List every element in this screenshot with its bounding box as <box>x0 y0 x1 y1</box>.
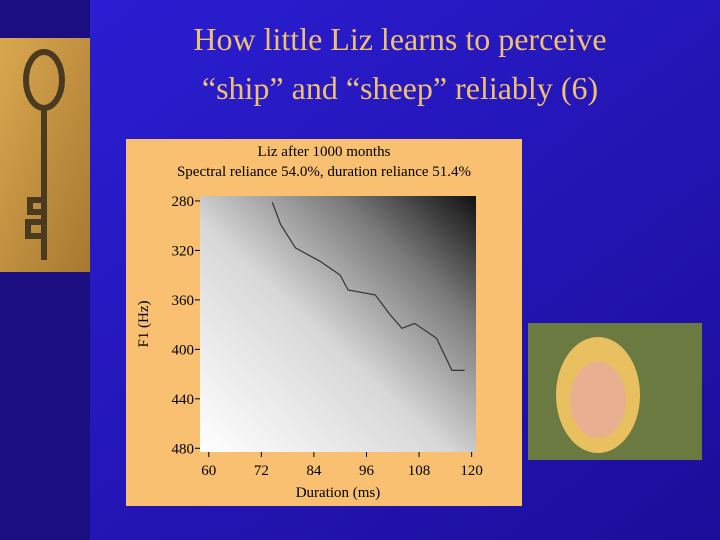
plot: 280 320 360 400 440 480 60 72 84 96 108 120 <box>172 194 483 479</box>
x-tick-label: 72 <box>254 463 269 479</box>
key-icon <box>23 49 65 260</box>
x-tick-label: 96 <box>359 463 375 479</box>
y-tick-label: 320 <box>172 243 195 259</box>
y-tick-label: 400 <box>172 342 195 358</box>
x-tick-label: 84 <box>306 463 322 479</box>
chart-title: Liz after 1000 months <box>258 144 391 160</box>
y-axis-label: F1 (Hz) <box>136 300 152 347</box>
boundary-line <box>271 201 465 371</box>
chart-subtitle: Spectral reliance 54.0%, duration relian… <box>177 164 471 180</box>
slide-title: “ship” and “sheep” reliably (6) <box>202 70 598 106</box>
y-tick-label: 280 <box>172 194 195 210</box>
heatmap-area <box>200 196 476 452</box>
photo-face <box>570 362 626 438</box>
x-tick-label: 108 <box>408 463 431 479</box>
slide-title: How little Liz learns to perceive <box>193 21 606 57</box>
x-tick-label: 120 <box>460 463 483 479</box>
x-tick-label: 60 <box>201 463 216 479</box>
x-axis-label: Duration (ms) <box>296 485 381 501</box>
y-tick-label: 360 <box>172 293 195 309</box>
y-tick-label: 440 <box>172 392 195 408</box>
y-tick-label: 480 <box>172 441 195 457</box>
